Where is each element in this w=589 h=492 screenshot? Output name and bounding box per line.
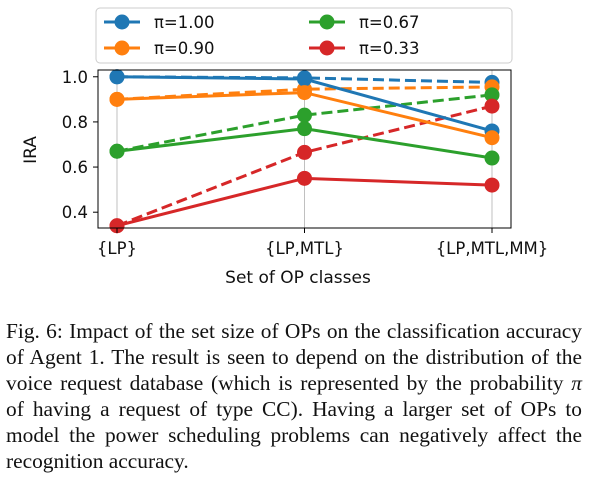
series-point [484, 177, 500, 193]
caption-label: Fig. 6: [6, 319, 63, 343]
legend-marker [114, 40, 130, 56]
x-axis-label: Set of OP classes [225, 268, 371, 288]
legend: π=1.00 π=0.90 π=0.67 π=0.33 [95, 7, 513, 64]
caption-pi-symbol: π [571, 371, 582, 395]
legend-marker [114, 14, 130, 30]
legend-label: π=0.67 [359, 13, 420, 32]
dashed-series-line [116, 75, 493, 84]
x-tick-label: {LP,MTL} [265, 239, 344, 258]
dashed-series-point [484, 87, 500, 103]
y-tick-label: 1.0 [62, 68, 88, 87]
y-tick-label: 0.8 [62, 113, 88, 132]
legend-marker [319, 14, 335, 30]
series-point [297, 170, 312, 186]
series-point [297, 85, 312, 101]
caption-text-2: of having a request of type CC). Having … [6, 397, 582, 473]
series-point [484, 150, 500, 166]
y-tick-label: 0.6 [62, 158, 88, 177]
series-point [297, 71, 312, 87]
line-chart: 0.40.60.81.0{LP} {LP,MTL} {LP,MTL,MM} IRA … [21, 7, 549, 288]
y-axis-label: IRA [21, 136, 41, 164]
series-point [484, 130, 500, 146]
x-tick-label: {LP,MTL,MM} [436, 239, 549, 258]
marker-layer [109, 69, 500, 234]
series-point [109, 69, 125, 85]
series-point [109, 143, 125, 159]
legend-label: π=0.90 [154, 39, 215, 58]
dashed-series-line [116, 85, 493, 101]
series-point [297, 121, 312, 137]
legend-label: π=0.33 [359, 39, 420, 58]
caption-text-1: Impact of the set size of OPs on the cla… [6, 319, 582, 395]
series-point [109, 218, 125, 234]
axes: 0.4 0.6 0.8 1.0 {LP} {LP,MTL} {LP,MTL,MM} [62, 68, 549, 258]
dashed-series-point [297, 144, 312, 160]
y-tick-label: 0.4 [62, 203, 88, 222]
dashed-series-point [297, 107, 312, 123]
series-point [109, 91, 125, 107]
legend-label: π=1.00 [154, 13, 215, 32]
x-tick-label: {LP} [97, 239, 137, 258]
legend-box [95, 7, 513, 64]
dashed-series-point [484, 98, 500, 114]
legend-marker [319, 40, 335, 56]
chart-figure: 0.4 0.6 0.8 1.0 {LP} {LP,MTL} {LP,MTL,MM} IRA … [21, 7, 549, 288]
figure-caption: Fig. 6: Impact of the set size of OPs on… [6, 318, 582, 474]
